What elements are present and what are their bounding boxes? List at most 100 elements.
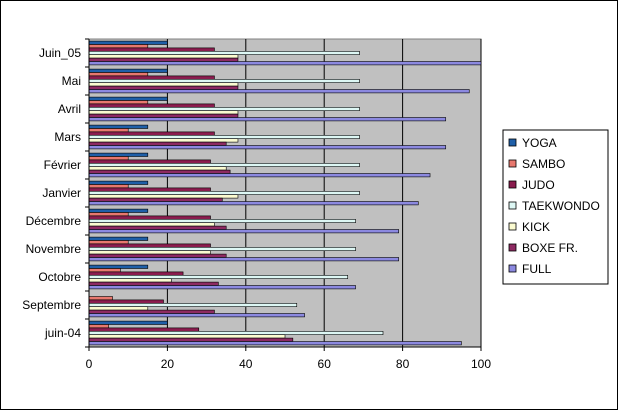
legend-swatch: [508, 264, 517, 273]
bar-yoga: [88, 152, 149, 157]
y-tick-labels: juin-04 Septembre Octobre Novembre Décembre J…: [22, 46, 81, 340]
legend-swatch: [508, 138, 517, 147]
legend-label: TAEKWONDO: [522, 199, 600, 213]
y-tick-label: Juin_05: [39, 46, 81, 60]
bar-taekwondo: [88, 302, 298, 307]
bar-kick: [88, 110, 239, 115]
x-tick-label: 60: [318, 357, 332, 371]
y-tick-label: Mars: [54, 130, 81, 144]
legend-swatch: [508, 159, 517, 168]
x-tick-labels: 0 20 40 60 80 100: [86, 357, 492, 371]
bar-sambo: [88, 268, 121, 273]
legend-label: BOXE FR.: [522, 241, 578, 255]
bar-taekwondo: [88, 79, 360, 84]
bar-full: [88, 341, 462, 346]
bar-sambo: [88, 324, 109, 329]
bar-kick: [88, 306, 149, 311]
y-tick-label: Septembre: [22, 298, 81, 312]
bar-full: [88, 313, 305, 318]
bar-taekwondo: [88, 50, 360, 55]
y-tick-label: Avril: [58, 102, 81, 116]
bar-full: [88, 229, 399, 234]
bar-taekwondo: [88, 163, 360, 168]
bar-judo: [88, 187, 211, 192]
bar-kick: [88, 194, 239, 199]
bar-sambo: [88, 212, 129, 217]
bar-boxe-fr: [88, 281, 219, 286]
legend-swatch: [508, 222, 517, 231]
bar-judo: [88, 327, 200, 332]
bar-kick: [88, 54, 239, 59]
bar-taekwondo: [88, 107, 360, 112]
bar-full: [88, 61, 482, 66]
legend-label: YOGA: [522, 136, 557, 150]
bar-boxe-fr: [88, 309, 215, 314]
bar-yoga: [88, 236, 149, 241]
bar-full: [88, 257, 399, 262]
bar-yoga: [88, 68, 168, 73]
bar-taekwondo: [88, 191, 360, 196]
bar-taekwondo: [88, 135, 360, 140]
bar-judo: [88, 215, 211, 220]
x-tick-label: 20: [161, 357, 175, 371]
bar-kick: [88, 166, 227, 171]
y-tick-label: juin-04: [44, 326, 81, 340]
legend-label: SAMBO: [522, 157, 565, 171]
bar-full: [88, 89, 470, 94]
bar-boxe-fr: [88, 337, 294, 342]
bar-sambo: [88, 184, 129, 189]
bar-yoga: [88, 96, 168, 101]
bar-boxe-fr: [88, 253, 227, 258]
bar-yoga: [88, 124, 149, 129]
bar-sambo: [88, 128, 129, 133]
bar-kick: [88, 334, 286, 339]
bar-judo: [88, 271, 184, 276]
x-tick-label: 100: [471, 357, 491, 371]
bar-judo: [88, 47, 215, 52]
bar-sambo: [88, 44, 149, 49]
legend-swatch: [508, 180, 517, 189]
y-tick-label: Novembre: [26, 242, 82, 256]
legend-swatch: [508, 243, 517, 252]
bar-taekwondo: [88, 219, 356, 224]
bar-yoga: [88, 264, 149, 269]
x-tick-label: 0: [86, 357, 93, 371]
bar-boxe-fr: [88, 85, 239, 90]
bar-boxe-fr: [88, 141, 227, 146]
y-tick-label: Mai: [62, 74, 81, 88]
bar-taekwondo: [88, 274, 349, 279]
x-tick-label: 80: [396, 357, 410, 371]
bar-kick: [88, 222, 215, 227]
bar-kick: [88, 82, 239, 87]
axes: [85, 38, 482, 351]
y-tick-label: Février: [44, 158, 81, 172]
y-tick-label: Décembre: [26, 214, 82, 228]
bar-sambo: [88, 100, 149, 105]
legend-swatch: [508, 201, 517, 210]
bar-full: [88, 285, 356, 290]
bar-judo: [88, 243, 211, 248]
bar-full: [88, 145, 447, 150]
bar-full: [88, 201, 419, 206]
bar-yoga: [88, 320, 168, 325]
bar-boxe-fr: [88, 225, 227, 230]
bar-boxe-fr: [88, 197, 223, 202]
legend: YOGA SAMBO JUDO TAEKWONDO KICK BOXE FR. FULL: [502, 129, 609, 285]
legend-label: FULL: [522, 262, 552, 276]
bar-boxe-fr: [88, 57, 239, 62]
bar-sambo: [88, 156, 129, 161]
legend-box: [502, 129, 609, 285]
bar-taekwondo: [88, 247, 356, 252]
y-tick-label: Janvier: [42, 186, 81, 200]
bar-sambo: [88, 72, 149, 77]
bar-judo: [88, 75, 215, 80]
bar-boxe-fr: [88, 169, 231, 174]
bar-judo: [88, 103, 215, 108]
bar-kick: [88, 138, 239, 143]
bar-full: [88, 117, 447, 122]
bar-judo: [88, 131, 215, 136]
bar-kick: [88, 278, 172, 283]
y-tick-label: Octobre: [38, 270, 81, 284]
